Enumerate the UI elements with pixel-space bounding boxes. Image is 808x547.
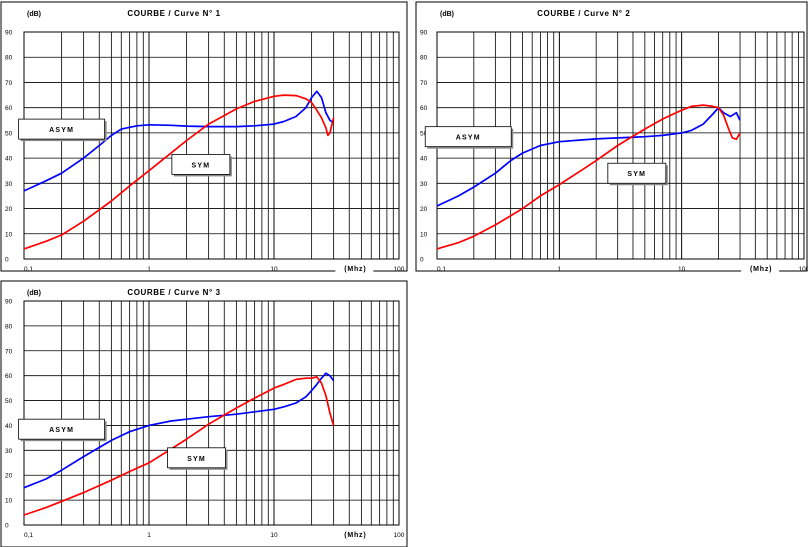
y-tick-label: 0 [5,523,9,530]
annotation-box [167,447,226,469]
x-axis-label-bg [741,263,780,274]
x-tick-label: 100 [394,266,405,273]
y-tick-label: 40 [5,423,13,430]
annotation-label-sym: SYM [627,171,646,178]
x-tick-label: 100 [394,532,405,539]
series-line-sym [436,104,741,250]
x-tick-label: 0,1 [437,266,446,273]
annotation-box [18,418,106,440]
chart-title: COURBE / Curve N° 3 [127,288,220,297]
y-tick-label: 50 [5,130,13,137]
y-tick-label: 20 [5,473,13,480]
y-tick-label: 30 [5,181,13,188]
annotation-box [18,118,106,140]
series-line-sym [23,94,335,250]
y-axis-label: (dB) [27,290,41,297]
y-tick-label: 10 [420,231,428,238]
x-tick-label: 0,1 [24,532,33,539]
chart-panel-1: COURBE / Curve N° 1 (dB) 0 10 20 30 40 50 60 70 80… [0,1,408,274]
y-tick-label: 60 [5,105,13,112]
annotation-label-asym: ASYM [456,135,481,142]
y-tick-label: 90 [5,299,13,306]
annotation-label-asym: ASYM [49,127,74,134]
y-tick-label: 70 [420,80,428,87]
y-tick-label: 30 [5,448,13,455]
x-axis-label: (Mhz) [344,266,366,273]
y-tick-label: 20 [5,206,13,213]
y-tick-label: 70 [5,348,13,355]
x-tick-label: 100 [799,266,808,273]
plot-area [23,300,400,526]
y-tick-label: 70 [5,80,13,87]
y-tick-label: 40 [5,156,13,163]
x-tick-label: 1 [147,532,151,539]
plot-area [23,31,400,260]
chart-title: COURBE / Curve N° 2 [537,9,630,18]
y-tick-label: 50 [5,398,13,405]
y-axis-label: (dB) [27,11,41,18]
y-tick-label: 60 [5,373,13,380]
x-tick-label: 1 [558,266,562,273]
y-tick-label: 60 [420,105,428,112]
y-tick-label: 80 [5,55,13,62]
y-tick-label: 10 [5,231,13,238]
y-tick-label: 20 [420,206,428,213]
y-tick-label: 80 [5,323,13,330]
y-tick-label: 10 [5,498,13,505]
annotation-label-asym: ASYM [49,427,74,434]
x-axis-label-bg [335,263,374,274]
y-tick-label: 50 [420,130,428,137]
annotation-label-sym: SYM [191,162,210,169]
y-tick-label: 0 [5,257,9,264]
y-tick-label: 80 [420,55,428,62]
annotation-box [607,162,667,184]
series-line-asym [23,90,335,192]
x-axis-label: (Mhz) [344,532,366,539]
x-tick-label: 10 [678,266,686,273]
y-tick-label: 40 [420,156,428,163]
y-tick-label: 0 [420,257,424,264]
x-tick-label: 1 [147,266,151,273]
annotation-box [424,126,512,148]
panel-frame [0,280,408,547]
chart-panel-2: COURBE / Curve N° 2 (dB) 0 10 20 30 40 50 60 70 80… [415,1,808,274]
series-line-sym [23,376,335,516]
chart-title: COURBE / Curve N° 1 [127,9,220,18]
annotation-box [171,154,231,175]
chart-panel-3: COURBE / Curve N° 3 (dB) 0 10 20 30 40 50 60 70 80… [0,280,408,547]
x-tick-label: 0,1 [24,266,33,273]
x-tick-label: 10 [270,532,278,539]
y-tick-label: 30 [420,181,428,188]
x-tick-label: 10 [270,266,278,273]
y-tick-label: 90 [5,30,13,37]
x-axis-label: (Mhz) [750,266,772,273]
x-axis-label-bg [335,529,374,540]
y-axis-label: (dB) [440,11,454,18]
annotation-label-sym: SYM [187,456,206,463]
y-tick-label: 90 [420,30,428,37]
